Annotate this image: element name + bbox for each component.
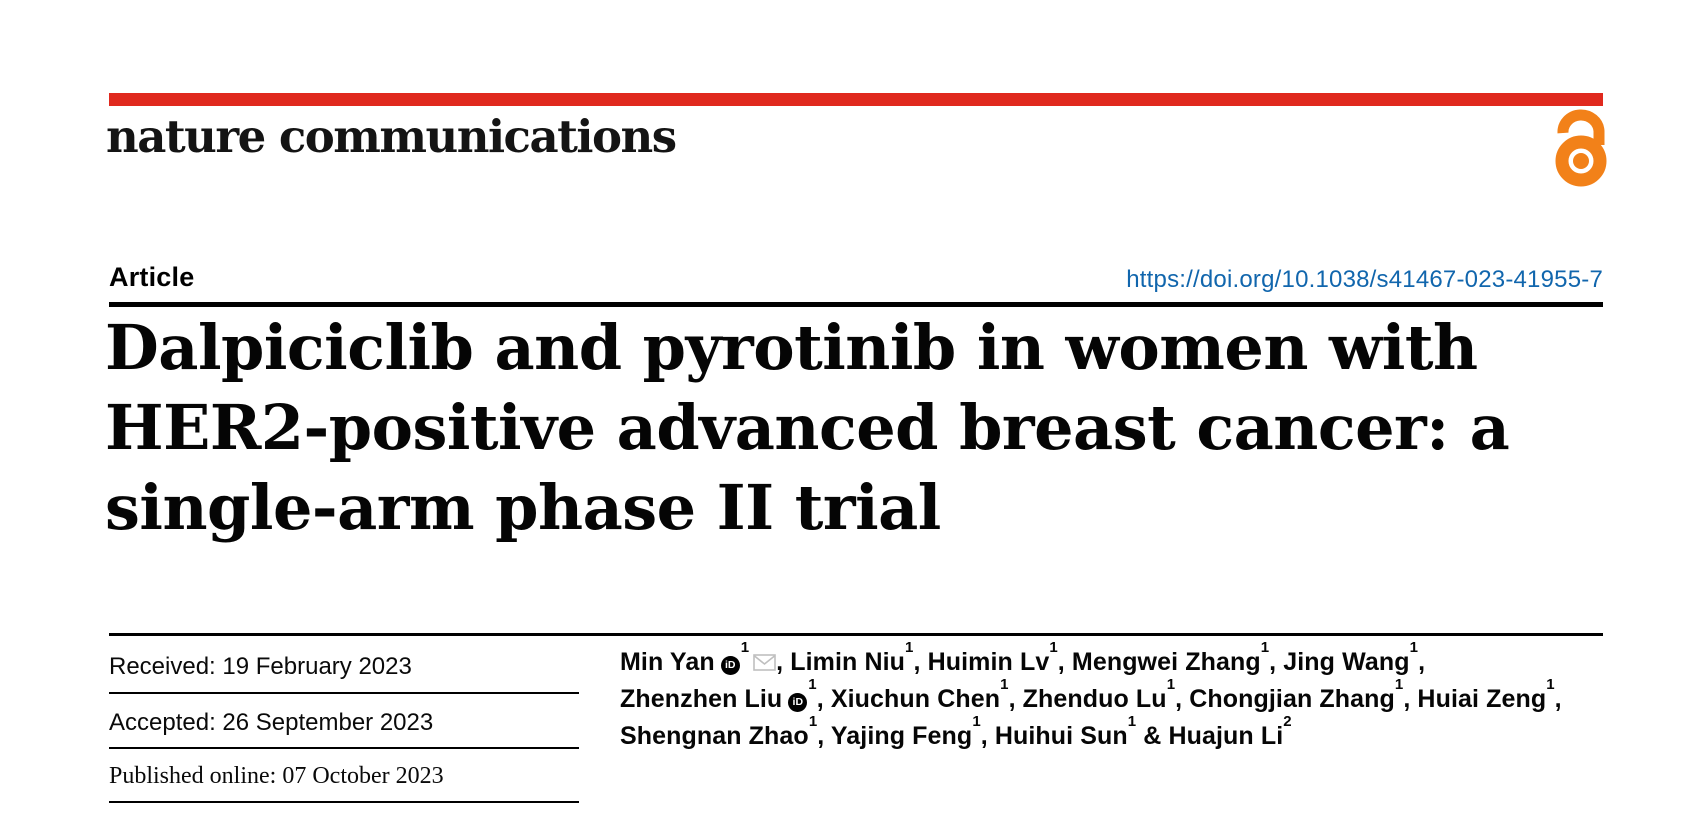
author-name: Chongjian Zhang	[1189, 685, 1395, 713]
author-affiliation-sup: 2	[1283, 712, 1292, 730]
author-affiliation-sup: 1	[808, 712, 818, 730]
doi-link[interactable]: https://doi.org/10.1038/s41467-023-41955…	[1126, 266, 1603, 293]
author-affiliation-sup: 1	[740, 638, 750, 656]
author-name: Mengwei Zhang	[1071, 648, 1261, 676]
article-title-line-3: single-arm phase II trial	[105, 471, 941, 544]
author-name: Shengnan Zhao	[620, 722, 809, 750]
author-name: Min Yan	[620, 648, 715, 676]
published-date: Published online: 07 October 2023	[109, 749, 579, 803]
history-dates-column: Received: 19 February 2023 Accepted: 26 …	[109, 636, 579, 803]
orcid-icon[interactable]: iD	[720, 656, 740, 675]
article-title: Dalpiciclib and pyrotinib in women with …	[105, 308, 1585, 548]
article-title-line-2: HER2-positive advanced breast cancer: a	[105, 391, 1510, 464]
orcid-icon[interactable]: iD	[788, 693, 808, 712]
author-affiliation-sup: 1	[1127, 712, 1137, 730]
author-name: Xiuchun Chen	[830, 685, 1001, 713]
author-name: Jing Wang	[1283, 648, 1410, 676]
author-list: Min Yan iD1, Limin Niu1, Huimin Lv1, Meng…	[620, 638, 1562, 750]
author-affiliation-sup: 1	[1546, 675, 1555, 693]
masthead-red-bar	[109, 93, 1603, 106]
received-date: Received: 19 February 2023	[109, 636, 579, 694]
author-affiliation-sup: 1	[1000, 675, 1009, 693]
author-name: Zhenduo Lu	[1022, 685, 1167, 713]
header-thick-rule	[109, 302, 1603, 307]
author-name: Huajun Li	[1168, 722, 1284, 750]
author-affiliation-sup: 1	[1049, 638, 1058, 656]
author-name: Yajing Feng	[830, 722, 973, 750]
metadata-top-rule	[109, 633, 1603, 636]
journal-logo: nature communications	[106, 110, 677, 163]
author-name: Huihui Sun	[994, 722, 1128, 750]
article-title-line-1: Dalpiciclib and pyrotinib in women with	[105, 311, 1478, 384]
author-affiliation-sup: 1	[972, 712, 981, 730]
author-name: Limin Niu	[790, 648, 906, 676]
author-name: Huimin Lv	[927, 648, 1050, 676]
email-icon[interactable]	[753, 645, 776, 682]
author-name: Zhenzhen Liu	[620, 685, 783, 713]
author-affiliation-sup: 1	[1260, 638, 1270, 656]
article-type-label: Article	[109, 262, 195, 292]
open-access-icon[interactable]	[1554, 105, 1608, 187]
author-affiliation-sup: 1	[808, 675, 817, 693]
author-name: Huiai Zeng	[1417, 685, 1547, 713]
author-affiliation-sup: 1	[1409, 638, 1419, 656]
author-affiliation-sup: 1	[1166, 675, 1176, 693]
accepted-date: Accepted: 26 September 2023	[109, 694, 579, 749]
author-affiliation-sup: 1	[1394, 675, 1404, 693]
author-affiliation-sup: 1	[905, 638, 914, 656]
